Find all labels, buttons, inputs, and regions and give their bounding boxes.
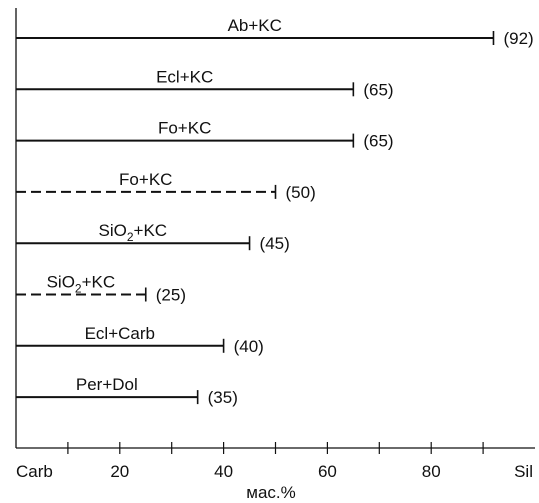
bar-value-label: (25)	[156, 286, 186, 305]
bar-label: Ecl+Carb	[85, 324, 155, 343]
bar-row: Per+Dol (35)	[16, 375, 238, 407]
bar-value-label: (65)	[363, 80, 393, 99]
bar-row: Ecl+KC (65)	[16, 67, 394, 99]
bar-label: Ab+KC	[228, 16, 282, 35]
bar-label: SiO2+KC	[98, 221, 167, 244]
x-tick-label: 40	[214, 462, 233, 481]
bar-row: SiO2+KC (25)	[16, 273, 186, 305]
bar-row: SiO2+KC (45)	[16, 221, 290, 253]
bar-label: Ecl+KC	[156, 67, 213, 86]
bar-label: Fo+KC	[158, 119, 211, 138]
bar-value-label: (40)	[234, 337, 264, 356]
bar-row: Ab+KC (92)	[16, 16, 534, 48]
x-ticks: 20 40 60 80	[67, 442, 484, 481]
bar-label: SiO2+KC	[47, 273, 116, 296]
x-axis-right-label: Sil	[514, 462, 533, 481]
bar-value-label: (35)	[208, 388, 238, 407]
bar-label: Fo+KC	[119, 170, 172, 189]
bars: Ab+KC (92) Ecl+KC (65) Fo+KC (65) Fo+KC (50) SiO…	[16, 16, 534, 407]
bar-label: Per+Dol	[76, 375, 138, 394]
bar-row: Fo+KC (50)	[16, 170, 316, 202]
x-tick-label: 80	[422, 462, 441, 481]
bar-value-label: (92)	[503, 29, 533, 48]
bar-value-label: (65)	[363, 132, 393, 151]
bar-value-label: (50)	[286, 183, 316, 202]
x-tick-label: 20	[110, 462, 129, 481]
x-axis-left-label: Carb	[16, 462, 53, 481]
x-axis-title: мас.%	[246, 483, 295, 502]
bar-value-label: (45)	[260, 234, 290, 253]
bar-row: Ecl+Carb (40)	[16, 324, 264, 356]
x-tick-label: 60	[318, 462, 337, 481]
bar-row: Fo+KC (65)	[16, 119, 394, 151]
